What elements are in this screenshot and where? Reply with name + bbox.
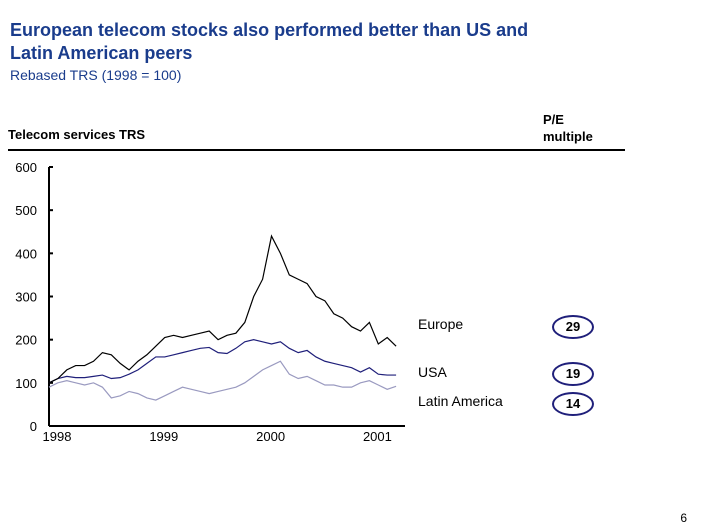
x-tick-label: 2000	[256, 429, 285, 444]
x-tick-label: 2001	[363, 429, 392, 444]
y-tick-label: 400	[15, 246, 37, 261]
y-tick-label: 500	[15, 203, 37, 218]
pe-badge-europe: 29	[552, 315, 594, 339]
legend-latin-america: Latin America	[418, 393, 503, 409]
legend-usa: USA	[418, 364, 447, 380]
series-line-usa	[48, 339, 397, 384]
y-tick-label: 100	[15, 376, 37, 391]
y-tick-label: 300	[15, 290, 37, 305]
slide-title: European telecom stocks also performed b…	[10, 20, 529, 63]
x-tick-label: 1999	[149, 429, 178, 444]
series-line-europe	[48, 234, 397, 384]
pe-badge-latin-america: 14	[552, 392, 594, 416]
series-line-latin-america	[48, 360, 397, 401]
y-tick-label: 0	[30, 419, 37, 434]
header-rule	[8, 149, 625, 151]
pe-badge-usa: 19	[552, 362, 594, 386]
slide-subtitle: Rebased TRS (1998 = 100)	[10, 67, 182, 83]
y-tick-label: 200	[15, 333, 37, 348]
x-tick-label: 1998	[43, 429, 72, 444]
page-number: 6	[680, 511, 687, 525]
y-tick-label: 600	[15, 160, 37, 175]
pe-header: P/E multiple	[543, 112, 593, 144]
chart-header: Telecom services TRS	[8, 127, 146, 142]
legend-europe: Europe	[418, 316, 464, 332]
